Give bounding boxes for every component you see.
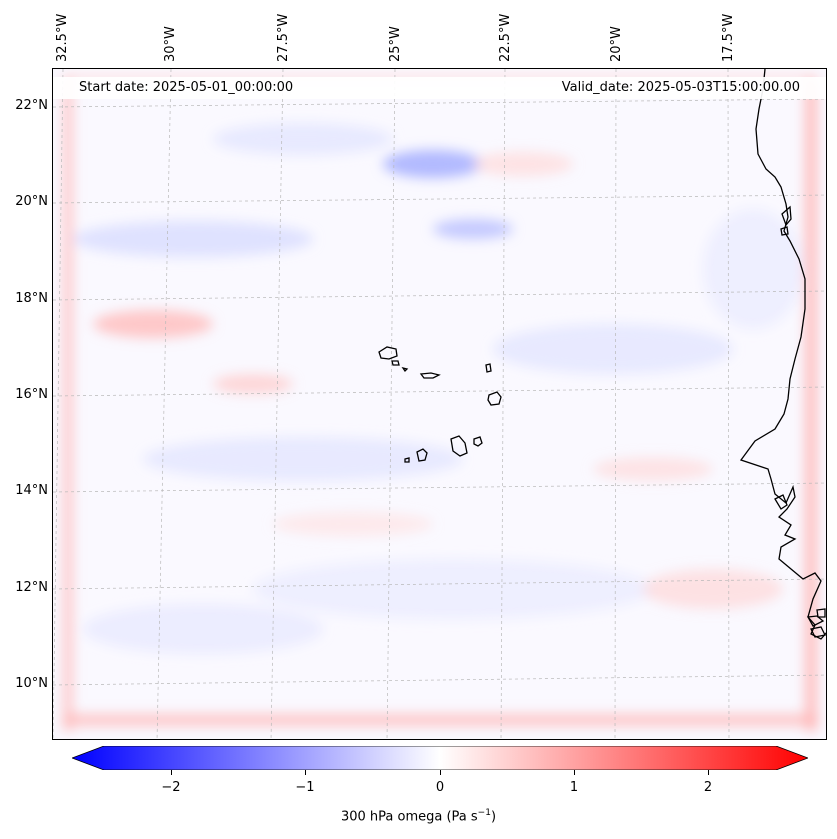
- omega-field-map: [53, 69, 826, 739]
- colorbar-tick-mark: [708, 770, 709, 775]
- colorbar-tick-label: −2: [161, 780, 181, 795]
- lat-label-10n: 10°N: [15, 676, 48, 691]
- lon-label-25w: 25°W: [388, 26, 403, 62]
- cape-verde-islands: [378, 346, 502, 463]
- colorbar-gradient: [72, 746, 808, 770]
- colorbar-tick-label: 0: [435, 780, 445, 795]
- lat-label-12n: 12°N: [15, 580, 48, 595]
- lat-label-22n: 22°N: [15, 98, 48, 113]
- lat-label-16n: 16°N: [15, 387, 48, 402]
- lat-label-18n: 18°N: [15, 291, 48, 306]
- colorbar-title-end: ): [490, 809, 497, 825]
- lon-label-17-5w: 17.5°W: [721, 13, 736, 62]
- lat-label-14n: 14°N: [15, 483, 48, 498]
- lat-label-20n: 20°N: [15, 194, 48, 209]
- colorbar-tick-label: 1: [569, 780, 579, 795]
- colorbar-title: 300 hPa omega (Pa s−1): [0, 808, 837, 824]
- colorbar: [72, 746, 808, 770]
- colorbar-tick-mark: [440, 770, 441, 775]
- lon-label-30w: 30°W: [163, 26, 178, 62]
- lon-label-22-5w: 22.5°W: [498, 13, 513, 62]
- colorbar-tick-mark: [574, 770, 575, 775]
- lon-label-27-5w: 27.5°W: [276, 13, 291, 62]
- map-panel: Start date: 2025-05-01_00:00:00 Valid_da…: [52, 68, 827, 740]
- graticule: [53, 69, 826, 739]
- coastline-africa: [739, 69, 826, 640]
- start-date-text: Start date: 2025-05-01_00:00:00: [79, 80, 294, 95]
- date-info-bar: Start date: 2025-05-01_00:00:00 Valid_da…: [53, 77, 826, 99]
- lon-label-32-5w: 32.5°W: [55, 13, 70, 62]
- colorbar-tick-label: 2: [703, 780, 713, 795]
- omega-field: [63, 74, 818, 731]
- colorbar-tick-mark: [305, 770, 306, 775]
- colorbar-title-main: 300 hPa omega (Pa s: [340, 809, 478, 825]
- valid-date-text: Valid_date: 2025-05-03T15:00:00.00: [561, 80, 800, 95]
- colorbar-tick-label: −1: [295, 780, 315, 795]
- colorbar-title-exponent: −1: [477, 808, 491, 818]
- colorbar-tick-mark: [171, 770, 172, 775]
- lon-label-20w: 20°W: [609, 26, 624, 62]
